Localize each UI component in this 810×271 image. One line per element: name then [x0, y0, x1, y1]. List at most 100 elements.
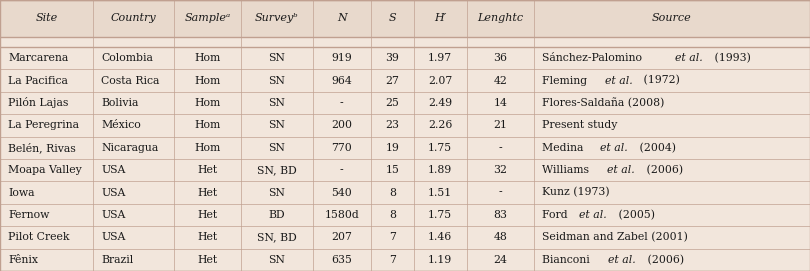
- Text: SN: SN: [269, 98, 285, 108]
- Text: Nicaragua: Nicaragua: [101, 143, 159, 153]
- Text: 1.19: 1.19: [428, 255, 452, 265]
- Text: 83: 83: [493, 210, 507, 220]
- Text: SN: SN: [269, 53, 285, 63]
- Text: 8: 8: [389, 188, 396, 198]
- Text: (2006): (2006): [643, 165, 683, 175]
- Text: Source: Source: [652, 13, 692, 23]
- Text: 2.49: 2.49: [428, 98, 452, 108]
- Text: 207: 207: [331, 232, 352, 242]
- Text: SN: SN: [269, 188, 285, 198]
- Text: 32: 32: [493, 165, 507, 175]
- Text: Moapa Valley: Moapa Valley: [8, 165, 82, 175]
- Text: 1.51: 1.51: [428, 188, 452, 198]
- Text: Het: Het: [198, 210, 218, 220]
- Text: México: México: [101, 120, 141, 130]
- Text: et al.: et al.: [676, 53, 703, 63]
- Text: 200: 200: [331, 120, 352, 130]
- Text: -: -: [498, 188, 502, 198]
- Text: Surveyᵇ: Surveyᵇ: [255, 13, 299, 23]
- Text: Ford: Ford: [542, 210, 571, 220]
- Text: SN: SN: [269, 143, 285, 153]
- Text: -: -: [498, 143, 502, 153]
- Text: -: -: [340, 165, 343, 175]
- Text: Bolivia: Bolivia: [101, 98, 139, 108]
- Text: et al.: et al.: [579, 210, 608, 220]
- Text: 23: 23: [386, 120, 399, 130]
- Text: Brazil: Brazil: [101, 255, 134, 265]
- Text: Costa Rica: Costa Rica: [101, 76, 160, 86]
- Text: 42: 42: [493, 76, 507, 86]
- Text: 1.89: 1.89: [428, 165, 452, 175]
- Text: -: -: [340, 98, 343, 108]
- Text: S: S: [389, 13, 396, 23]
- Text: Het: Het: [198, 188, 218, 198]
- Text: Belén, Rivas: Belén, Rivas: [8, 142, 76, 153]
- Text: USA: USA: [101, 165, 126, 175]
- Text: 1.46: 1.46: [428, 232, 452, 242]
- Text: Pilot Creek: Pilot Creek: [8, 232, 70, 242]
- Text: SN: SN: [269, 255, 285, 265]
- Text: Sampleᵃ: Sampleᵃ: [185, 13, 231, 23]
- Text: 19: 19: [386, 143, 399, 153]
- Text: Williams: Williams: [542, 165, 592, 175]
- Text: 635: 635: [331, 255, 352, 265]
- Text: Het: Het: [198, 232, 218, 242]
- Text: Het: Het: [198, 255, 218, 265]
- Text: Iowa: Iowa: [8, 188, 35, 198]
- Text: Hom: Hom: [194, 76, 221, 86]
- Text: (1972): (1972): [641, 75, 680, 86]
- Text: 1.75: 1.75: [428, 143, 452, 153]
- Text: (1993): (1993): [711, 53, 751, 63]
- Text: 1.97: 1.97: [428, 53, 452, 63]
- Text: 2.26: 2.26: [428, 120, 453, 130]
- Text: Hom: Hom: [194, 53, 221, 63]
- Text: 27: 27: [386, 76, 399, 86]
- Text: 8: 8: [389, 210, 396, 220]
- Text: 36: 36: [493, 53, 507, 63]
- Text: La Peregrina: La Peregrina: [8, 120, 79, 130]
- Text: Hom: Hom: [194, 120, 221, 130]
- Text: 1580d: 1580d: [325, 210, 359, 220]
- Text: Medina: Medina: [542, 143, 586, 153]
- Text: BD: BD: [269, 210, 285, 220]
- Text: 2.07: 2.07: [428, 76, 452, 86]
- Text: USA: USA: [101, 232, 126, 242]
- Text: La Pacifica: La Pacifica: [8, 76, 68, 86]
- Text: 39: 39: [386, 53, 399, 63]
- Text: (2005): (2005): [616, 210, 655, 220]
- Text: (2006): (2006): [644, 255, 684, 265]
- Text: 24: 24: [493, 255, 507, 265]
- Text: Country: Country: [111, 13, 156, 23]
- Text: H′: H′: [434, 13, 446, 23]
- Text: USA: USA: [101, 188, 126, 198]
- Text: Het: Het: [198, 165, 218, 175]
- Text: Bianconi: Bianconi: [542, 255, 593, 265]
- Text: Site: Site: [36, 13, 58, 23]
- Text: 964: 964: [331, 76, 352, 86]
- Text: N: N: [337, 13, 347, 23]
- Text: Hom: Hom: [194, 98, 221, 108]
- Text: 25: 25: [386, 98, 399, 108]
- Text: Colombia: Colombia: [101, 53, 153, 63]
- Text: Lenghtc: Lenghtc: [477, 13, 523, 23]
- Text: Flores-Saldaña (2008): Flores-Saldaña (2008): [542, 98, 664, 108]
- Text: Marcarena: Marcarena: [8, 53, 68, 63]
- Text: Fernow: Fernow: [8, 210, 49, 220]
- Text: SN: SN: [269, 120, 285, 130]
- Text: 1.75: 1.75: [428, 210, 452, 220]
- Text: (2004): (2004): [636, 143, 676, 153]
- Text: 15: 15: [386, 165, 399, 175]
- Text: 540: 540: [331, 188, 352, 198]
- Text: 770: 770: [331, 143, 352, 153]
- Text: USA: USA: [101, 210, 126, 220]
- Text: SN: SN: [269, 76, 285, 86]
- Text: Hom: Hom: [194, 143, 221, 153]
- Text: et al.: et al.: [607, 165, 635, 175]
- Text: 7: 7: [389, 232, 396, 242]
- Text: Seidman and Zabel (2001): Seidman and Zabel (2001): [542, 232, 688, 243]
- Text: et al.: et al.: [599, 143, 628, 153]
- Text: SN, BD: SN, BD: [257, 232, 297, 242]
- Text: Sánchez-Palomino: Sánchez-Palomino: [542, 53, 646, 63]
- Text: Kunz (1973): Kunz (1973): [542, 188, 609, 198]
- Text: Fênix: Fênix: [8, 255, 38, 265]
